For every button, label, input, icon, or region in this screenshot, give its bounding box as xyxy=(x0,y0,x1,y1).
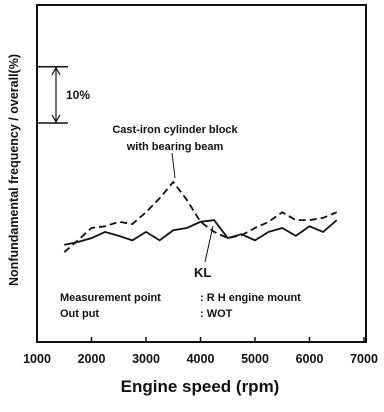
x-tick-label: 6000 xyxy=(296,352,324,366)
y-axis-label: Nonfundamental frequency / overall(%) xyxy=(7,54,21,286)
x-tick-label: 5000 xyxy=(241,352,269,366)
x-tick-label: 3000 xyxy=(132,352,160,366)
note-label: Measurement point xyxy=(60,292,161,304)
note-value: : WOT xyxy=(200,308,233,320)
annotation-leader xyxy=(204,225,214,263)
scale-bar-label: 10% xyxy=(66,88,90,102)
note-value: : R H engine mount xyxy=(200,292,301,304)
note-label: Out put xyxy=(60,308,99,320)
x-tick-label: 4000 xyxy=(187,352,215,366)
x-axis-label: Engine speed (rpm) xyxy=(121,377,280,396)
series-annotation: KL xyxy=(194,265,211,280)
series-annotation: Cast-iron cylinder block with bearing be… xyxy=(112,124,238,153)
series-line xyxy=(64,219,338,246)
x-tick-label: 7000 xyxy=(350,352,378,366)
scale-bar-arrow xyxy=(51,66,61,124)
x-tick-label: 2000 xyxy=(78,352,106,366)
plot-frame xyxy=(36,4,367,343)
series-line xyxy=(63,180,338,253)
x-tick-label: 1000 xyxy=(23,352,51,366)
annotation-leader xyxy=(171,152,176,179)
